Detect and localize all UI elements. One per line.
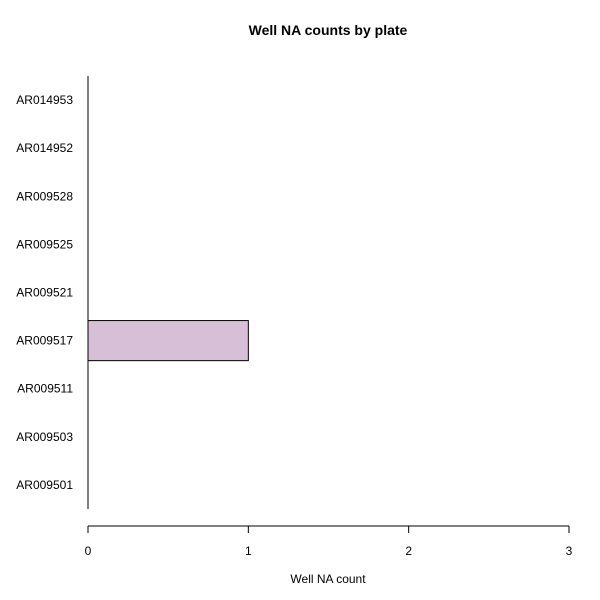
y-tick-label: AR009511 (17, 382, 73, 396)
y-tick-label: AR009525 (16, 237, 73, 251)
bars-group (87, 320, 249, 362)
y-tick-label: AR014952 (16, 141, 73, 155)
y-tick-label: AR009521 (16, 286, 73, 300)
y-tick-label: AR014953 (16, 93, 73, 107)
y-tick-label: AR009503 (16, 430, 73, 444)
y-tick-label: AR009517 (16, 334, 73, 348)
bar-AR009517 (87, 320, 249, 362)
x-tick-label: 2 (405, 544, 412, 558)
x-tick-label: 3 (566, 544, 573, 558)
chart-title: Well NA counts by plate (249, 22, 408, 38)
y-tick-labels: AR009501 AR009503 AR009511 AR009517 AR009521… (16, 93, 73, 492)
y-tick-label: AR009501 (16, 478, 73, 492)
x-ticks-group: 0 1 2 3 (85, 526, 573, 558)
x-axis-label: Well NA count (290, 572, 366, 586)
x-tick-label: 1 (245, 544, 252, 558)
x-tick-label: 0 (85, 544, 92, 558)
y-tick-label: AR009528 (16, 189, 73, 203)
